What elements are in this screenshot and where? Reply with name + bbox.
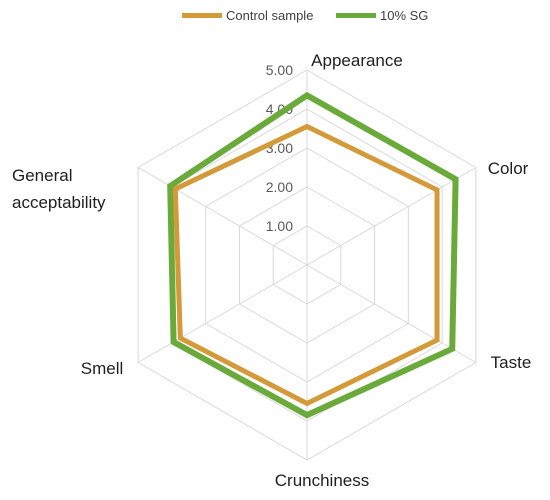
axis-label-crunchiness: Crunchiness: [275, 471, 370, 490]
legend-label-control: Control sample: [226, 8, 314, 23]
grid-spoke-1: [306, 167, 477, 266]
grid-spoke-5: [137, 167, 308, 266]
data-point-10pct-sg-0: [305, 93, 309, 97]
data-point-10pct-sg-2: [450, 347, 454, 351]
radar-grid: [137, 69, 477, 461]
legend-swatch-control: [182, 13, 222, 18]
tick-label-1: 1.00: [266, 218, 293, 234]
data-point-10pct-sg-4: [172, 340, 176, 344]
data-point-control-4: [178, 336, 182, 340]
data-point-10pct-sg-3: [305, 413, 309, 417]
grid-spoke-2: [306, 264, 477, 363]
axis-label-smell: Smell: [81, 359, 124, 378]
data-point-control-2: [435, 338, 439, 342]
data-point-10pct-sg-5: [168, 184, 172, 188]
data-point-control-5: [173, 187, 177, 191]
grid-spoke-4: [137, 264, 308, 363]
legend-item-control: Control sample: [182, 8, 313, 23]
axis-label-general-acceptability: General acceptability: [12, 166, 106, 212]
legend: Control sample 10% SG: [0, 8, 550, 28]
tick-label-2: 2.00: [266, 179, 293, 195]
tick-label-5: 5.00: [266, 62, 293, 78]
axis-label-taste: Taste: [491, 353, 532, 372]
data-point-control-3: [305, 401, 309, 405]
data-point-control-1: [435, 188, 439, 192]
data-point-control-0: [305, 125, 309, 129]
axis-labels: Appearance Color Taste Crunchiness Smell Gene…: [12, 51, 531, 490]
tick-label-4: 4.00: [266, 101, 293, 117]
axis-label-appearance: Appearance: [311, 51, 403, 70]
data-series: [167, 91, 459, 419]
legend-label-10pct-sg: 10% SG: [380, 8, 429, 23]
data-point-10pct-sg-1: [454, 177, 458, 181]
legend-swatch-10pct-sg: [336, 13, 376, 18]
legend-item-10pct-sg: 10% SG: [336, 8, 428, 23]
radial-tick-labels: 1.002.003.004.005.00: [266, 62, 293, 234]
axis-label-color: Color: [488, 159, 529, 178]
